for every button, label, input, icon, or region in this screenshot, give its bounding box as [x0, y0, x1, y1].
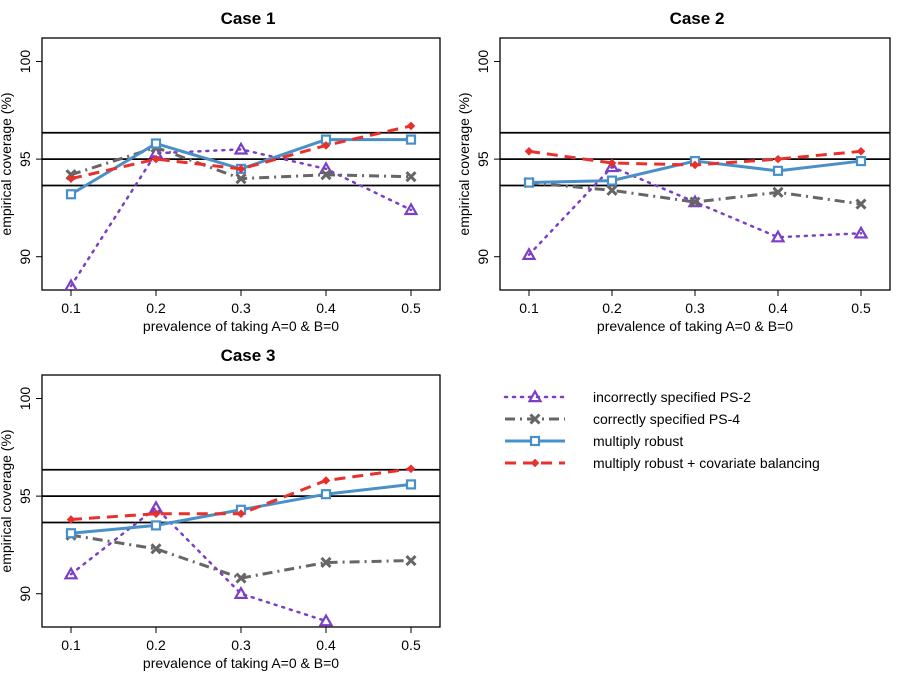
- data-point-triangle: [64, 278, 78, 290]
- y-axis-label: empirical coverage (%): [0, 429, 14, 572]
- data-point-diamond: [321, 141, 331, 150]
- y-tick-label: 100: [17, 387, 33, 411]
- data-point-diamond: [406, 464, 416, 474]
- chart-title: Case 1: [221, 9, 276, 28]
- data-point-cross: [405, 171, 417, 183]
- x-tick-label: 0.4: [768, 300, 788, 316]
- data-point-diamond: [856, 147, 866, 156]
- data-point-triangle: [318, 613, 334, 627]
- data-point-diamond: [607, 158, 617, 168]
- data-point-square: [150, 520, 162, 531]
- data-point-square: [65, 528, 77, 539]
- x-axis-label: prevalence of taking A=0 & B=0: [143, 655, 339, 671]
- data-point-cross: [855, 198, 867, 210]
- data-point-triangle: [403, 202, 419, 216]
- series-group: [63, 464, 417, 627]
- x-tick-label: 0.1: [61, 300, 81, 316]
- series-group: [64, 121, 419, 290]
- panel-3: Case 3 0.1 0.2 0.3 0.4 0.5 prevalence of takin…: [0, 346, 441, 671]
- data-point-square: [65, 189, 77, 200]
- data-point-square: [855, 155, 867, 167]
- x-tick-label: 0.2: [602, 300, 622, 316]
- data-point-cross: [235, 572, 247, 584]
- legend-label: correctly specified PS-4: [593, 411, 740, 427]
- x-tick-label: 0.3: [231, 637, 251, 653]
- series-group: [521, 147, 869, 260]
- series-line-triangle: [69, 506, 328, 623]
- x-tick-label: 0.1: [519, 300, 539, 316]
- series-line-triangle: [69, 148, 413, 288]
- legend-label: incorrectly specified PS-2: [593, 389, 751, 405]
- y-axis-label: empirical coverage (%): [456, 92, 472, 235]
- y-tick-label: 90: [17, 249, 33, 265]
- data-point-diamond: [66, 174, 76, 183]
- data-point-diamond: [406, 121, 416, 131]
- series-line-cross: [70, 533, 412, 580]
- data-point-cross: [235, 173, 247, 185]
- x-axis-label: prevalence of taking A=0 & B=0: [143, 318, 339, 334]
- y-axis-label: empirical coverage (%): [0, 92, 14, 235]
- x-tick-label: 0.3: [231, 300, 251, 316]
- y-tick-label: 95: [17, 151, 33, 167]
- data-point-cross: [689, 196, 701, 208]
- data-point-cross: [405, 554, 417, 567]
- data-point-cross: [772, 186, 784, 198]
- data-point-square: [405, 134, 417, 145]
- data-point-triangle: [63, 566, 79, 580]
- data-point-square: [606, 175, 618, 186]
- data-point-cross: [320, 169, 332, 181]
- x-tick-label: 0.5: [401, 300, 421, 316]
- data-point-diamond: [690, 160, 700, 170]
- data-point-square: [523, 177, 535, 188]
- data-point-diamond: [321, 476, 331, 485]
- data-point-triangle: [233, 141, 249, 155]
- data-point-triangle: [233, 586, 249, 599]
- data-point-diamond: [236, 509, 246, 518]
- x-tick-label: 0.4: [316, 300, 336, 316]
- data-point-triangle: [604, 159, 620, 173]
- data-point-diamond: [66, 515, 76, 524]
- chart-title: Case 2: [670, 9, 725, 28]
- panel-2: Case 2 0.1 0.2 0.3 0.4 0.5 prevalence of takin…: [456, 9, 891, 334]
- x-tick-label: 0.1: [61, 637, 81, 653]
- legend-label: multiply robust: [593, 433, 683, 449]
- data-point-diamond: [236, 164, 246, 174]
- data-point-square: [320, 489, 332, 500]
- x-tick-label: 0.5: [851, 300, 871, 316]
- triangle-icon: [527, 389, 543, 403]
- x-tick-label: 0.2: [146, 300, 166, 316]
- data-point-square: [405, 479, 417, 490]
- data-point-cross: [606, 184, 618, 196]
- data-point-square: [772, 165, 784, 176]
- x-axis-label: prevalence of taking A=0 & B=0: [597, 318, 793, 334]
- diamond-icon: [530, 458, 540, 468]
- data-point-square: [150, 138, 162, 149]
- data-point-triangle: [521, 247, 537, 260]
- data-point-diamond: [524, 147, 534, 156]
- y-tick-label: 90: [475, 249, 491, 265]
- x-tick-label: 0.2: [146, 637, 166, 653]
- data-point-cross: [320, 556, 332, 569]
- legend-label: multiply robust + covariate balancing: [593, 455, 820, 471]
- data-point-triangle: [770, 229, 786, 243]
- x-tick-label: 0.4: [316, 637, 336, 653]
- chart-title: Case 3: [221, 346, 276, 365]
- y-tick-label: 95: [475, 151, 491, 167]
- data-point-diamond: [773, 154, 783, 164]
- x-tick-label: 0.5: [401, 637, 421, 653]
- square-icon: [529, 435, 541, 447]
- data-point-diamond: [151, 154, 161, 164]
- panel-1: Case 1 0.1 0.2 0.3 0.4 0.5 prevalence of takin…: [0, 9, 441, 334]
- y-tick-label: 95: [17, 488, 33, 504]
- x-tick-label: 0.3: [685, 300, 705, 316]
- y-tick-label: 100: [17, 50, 33, 74]
- legend: incorrectly specified PS-2 correctly spec…: [503, 389, 820, 471]
- data-point-cross: [150, 543, 162, 555]
- y-tick-label: 90: [17, 586, 33, 602]
- cross-icon: [529, 413, 541, 425]
- data-point-triangle: [853, 225, 869, 239]
- data-point-diamond: [151, 509, 161, 518]
- y-tick-label: 100: [475, 50, 491, 74]
